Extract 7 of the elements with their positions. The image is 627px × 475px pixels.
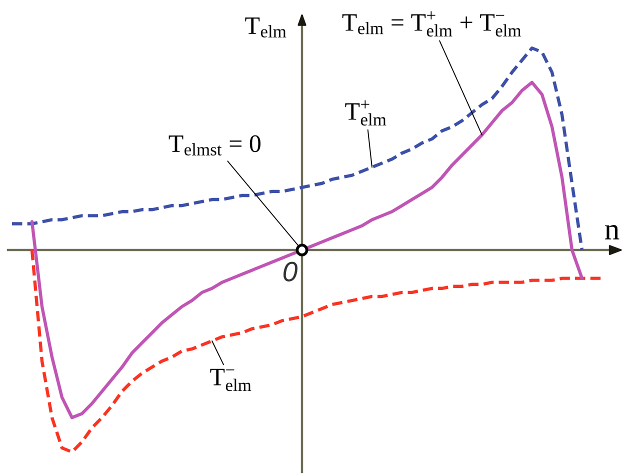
- series-label: T$^{+}$$_{elm}$: [345, 100, 386, 126]
- annotation: 0: [283, 262, 298, 282]
- series-label: T$^{−}$$_{elm}$: [210, 368, 252, 392]
- y-axis-title: T$_{elm}$: [245, 18, 286, 38]
- x-axis-title: n: [605, 224, 620, 240]
- series-label: T$_{elm}$ = T$^{+}$$_{elm}$ + T$^{−}$$_{elm}$: [342, 11, 522, 37]
- annotation: T$_{elmst}$ = 0: [168, 135, 260, 156]
